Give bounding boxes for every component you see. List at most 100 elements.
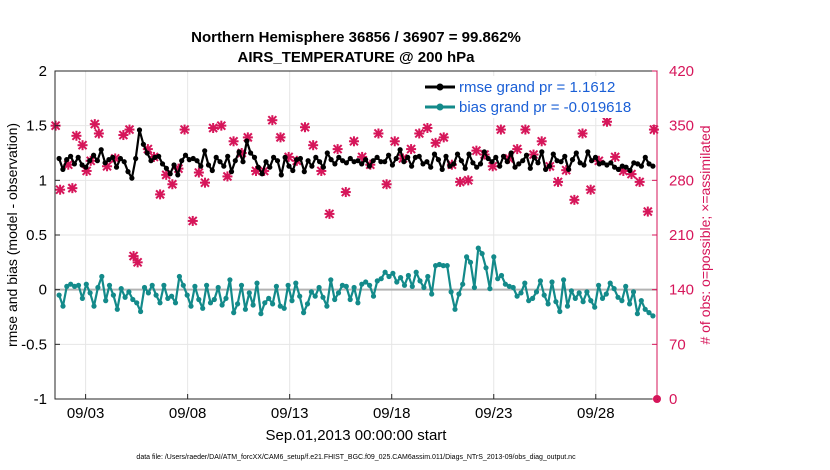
obs-assimilated-marker — [167, 179, 178, 190]
bias-point — [363, 279, 369, 285]
bias-point — [491, 254, 497, 260]
rmse-point — [393, 155, 399, 162]
bias-point — [285, 282, 291, 288]
bias-line — [58, 247, 654, 317]
rmse-point — [75, 154, 81, 160]
rmse-point — [136, 127, 143, 133]
rmse-point — [125, 169, 131, 175]
rmse-point — [562, 153, 568, 159]
bias-point — [270, 301, 276, 307]
rmse-point — [87, 158, 93, 164]
bias-point — [506, 283, 512, 289]
obs-assimilated-marker — [553, 176, 564, 187]
bias-point — [417, 278, 423, 284]
rmse-point — [182, 152, 189, 158]
bias-point — [91, 303, 97, 309]
bias-point — [351, 284, 357, 291]
obs-assimilated-marker — [187, 215, 198, 226]
bias-point — [471, 284, 477, 291]
bias-point — [235, 301, 241, 307]
obs-assimilated-marker — [332, 144, 343, 155]
bias-point — [413, 269, 419, 275]
bias-point — [561, 277, 567, 283]
rmse-point — [462, 165, 468, 171]
bias-point — [603, 291, 609, 297]
bias-point — [498, 272, 505, 279]
rmse-point — [359, 161, 365, 167]
bias-point — [134, 300, 140, 306]
rmse-point — [397, 147, 403, 153]
obs-assimilated-marker — [124, 124, 135, 135]
obs-assimilated-marker — [283, 151, 294, 162]
rmse-point — [225, 153, 231, 159]
bias-point — [510, 284, 516, 291]
rmse-point — [167, 171, 173, 177]
bias-point — [103, 298, 109, 304]
bias-point — [64, 283, 70, 289]
obs-assimilated-marker — [199, 177, 210, 188]
rmse-point — [282, 154, 288, 160]
rmse-point — [638, 163, 645, 169]
bias-point — [118, 286, 124, 292]
bias-point — [440, 263, 446, 269]
rmse-point — [389, 162, 395, 168]
bias-point — [110, 292, 116, 298]
obs-assimilated-marker — [430, 137, 441, 148]
rmse-point — [386, 152, 392, 158]
obs-assimilated-marker — [610, 151, 621, 162]
bias-point — [452, 306, 458, 312]
bias-point — [448, 289, 454, 295]
rmse-point — [186, 157, 192, 163]
bias-point — [273, 283, 279, 289]
bias-point — [421, 284, 427, 291]
rmse-point — [401, 159, 407, 165]
bias-point — [390, 270, 396, 276]
obs-assimilated-marker — [577, 128, 588, 139]
rmse-point — [650, 163, 656, 169]
bias-point — [176, 273, 182, 280]
y2-tick-label: 0 — [669, 391, 677, 408]
bias-point — [293, 280, 299, 286]
bias-point — [301, 310, 307, 316]
bias-point — [533, 289, 540, 295]
obs-assimilated-marker — [373, 128, 384, 139]
bias-point — [367, 282, 373, 288]
rmse-point — [129, 175, 135, 181]
rmse-point — [504, 159, 510, 165]
bias-point — [316, 284, 322, 291]
rmse-point — [309, 163, 315, 169]
bias-point — [347, 296, 353, 303]
bias-point — [149, 282, 155, 288]
bias-point — [460, 281, 466, 287]
rmse-point — [209, 167, 215, 174]
rmse-point — [589, 158, 595, 164]
bias-point — [308, 289, 314, 295]
rmse-point — [435, 157, 441, 163]
bias-point — [289, 298, 295, 304]
rmse-point — [332, 161, 338, 167]
bias-point — [153, 292, 159, 298]
rmse-point — [244, 138, 250, 144]
rmse-point — [263, 159, 269, 165]
obs-assimilated-marker — [93, 128, 104, 139]
bias-point — [378, 276, 384, 282]
rmse-point — [443, 153, 449, 159]
bias-point — [568, 288, 575, 294]
bias-point — [106, 282, 113, 288]
bias-point — [320, 294, 326, 300]
rmse-point — [378, 159, 384, 165]
rmse-point — [68, 153, 74, 159]
bias-point — [169, 293, 175, 299]
series-layer — [50, 115, 661, 403]
rmse-point — [171, 162, 177, 168]
rmse-point — [56, 155, 62, 162]
rmse-point — [627, 167, 633, 174]
y2-tick-label: 140 — [669, 282, 694, 299]
rmse-point — [623, 164, 629, 170]
bias-point — [332, 296, 338, 303]
rmse-point — [520, 158, 526, 164]
rmse-point — [175, 172, 181, 178]
bias-point — [409, 283, 415, 289]
legend-rmse-marker — [436, 83, 444, 91]
x-tick-label: 09/23 — [475, 405, 513, 422]
